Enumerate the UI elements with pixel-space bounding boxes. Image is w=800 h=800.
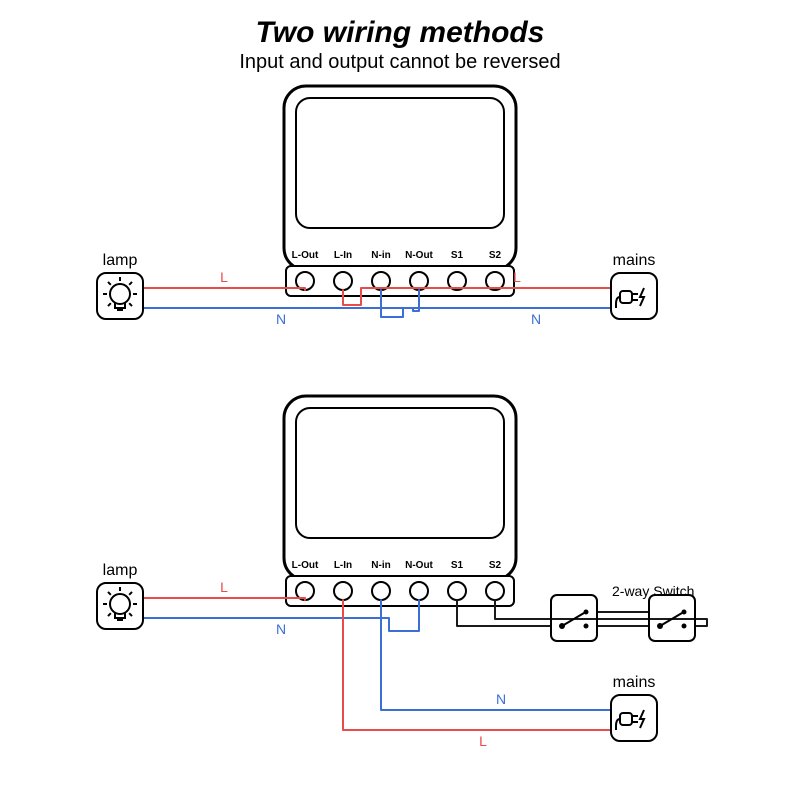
terminal-label: N-in <box>371 250 390 261</box>
wire-l-lamp <box>143 598 305 600</box>
wire-label-l: L <box>220 269 228 285</box>
device <box>284 396 516 606</box>
wire-label-n: N <box>276 621 286 637</box>
mains-icon <box>611 273 657 319</box>
wire-l-lamp <box>143 288 305 290</box>
mains-label: mains <box>613 252 656 269</box>
wire-label-l: L <box>513 269 521 285</box>
lamp-icon <box>97 583 143 629</box>
lamp-label: lamp <box>103 562 138 579</box>
terminal-label: N-Out <box>405 250 433 261</box>
subtitle: Input and output cannot be reversed <box>239 51 560 73</box>
terminal-label: L-Out <box>292 250 319 261</box>
mains-icon <box>611 695 657 741</box>
terminal-label: L-In <box>334 560 352 571</box>
lamp-label: lamp <box>103 252 138 269</box>
terminal-label: N-Out <box>405 560 433 571</box>
terminal-label: L-Out <box>292 560 319 571</box>
wire-label-l: L <box>220 579 228 595</box>
terminal-label: S1 <box>451 250 464 261</box>
lamp-icon <box>97 273 143 319</box>
title: Two wiring methods <box>256 16 545 49</box>
terminal-label: S2 <box>489 250 502 261</box>
terminal-label: N-in <box>371 560 390 571</box>
terminal-label: S2 <box>489 560 502 571</box>
wire-label-n: N <box>531 311 541 327</box>
device <box>284 86 516 296</box>
wire-label-n: N <box>276 311 286 327</box>
wire-label-l: L <box>479 733 487 749</box>
wire-label-n: N <box>496 691 506 707</box>
mains-label: mains <box>613 674 656 691</box>
terminal-label: S1 <box>451 560 464 571</box>
terminal-label: L-In <box>334 250 352 261</box>
switch-label: 2-way Switch <box>612 583 694 599</box>
